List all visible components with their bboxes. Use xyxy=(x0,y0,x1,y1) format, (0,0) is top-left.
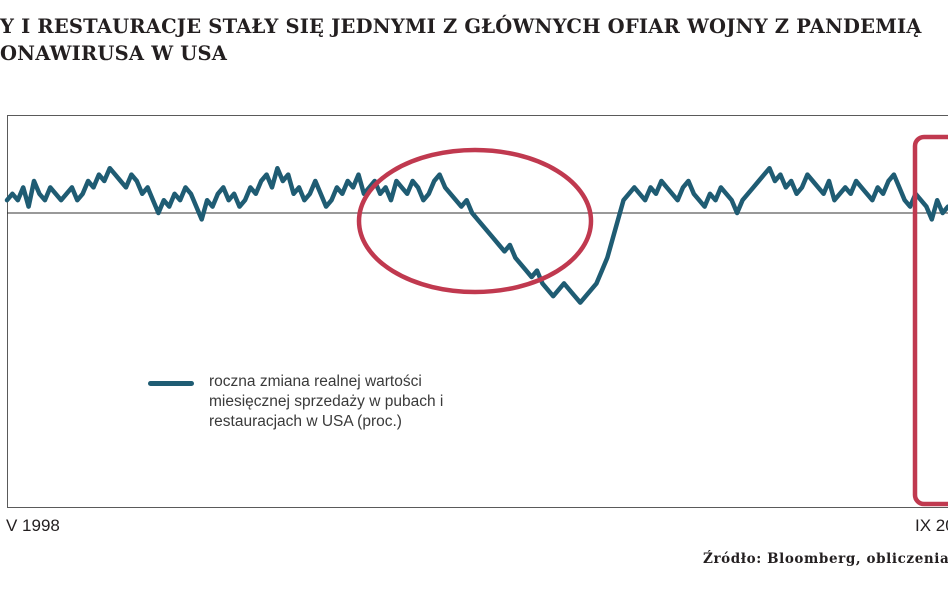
plot-area-frame xyxy=(7,115,948,508)
highlight-rectangle xyxy=(912,134,948,507)
chart-title-line-1: Y I RESTAURACJE STAŁY SIĘ JEDNYMI Z GŁÓW… xyxy=(0,15,922,38)
legend-swatch xyxy=(148,381,194,386)
legend-label: roczna zmiana realnej wartości miesięczn… xyxy=(209,373,444,430)
chart-title-line-2: ONAWIRUSA W USA xyxy=(0,42,228,65)
source-note: Źródło: Bloomberg, obliczenia w xyxy=(703,551,948,567)
legend: roczna zmiana realnej wartości miesięczn… xyxy=(148,372,469,432)
series-line xyxy=(4,165,948,305)
x-tick-label-start: V 1998 xyxy=(6,516,60,535)
highlight-ellipse xyxy=(356,147,594,295)
chart-title: Y I RESTAURACJE STAŁY SIĘ JEDNYMI Z GŁÓW… xyxy=(0,13,948,67)
x-tick-label-end: IX 20 xyxy=(915,516,948,535)
